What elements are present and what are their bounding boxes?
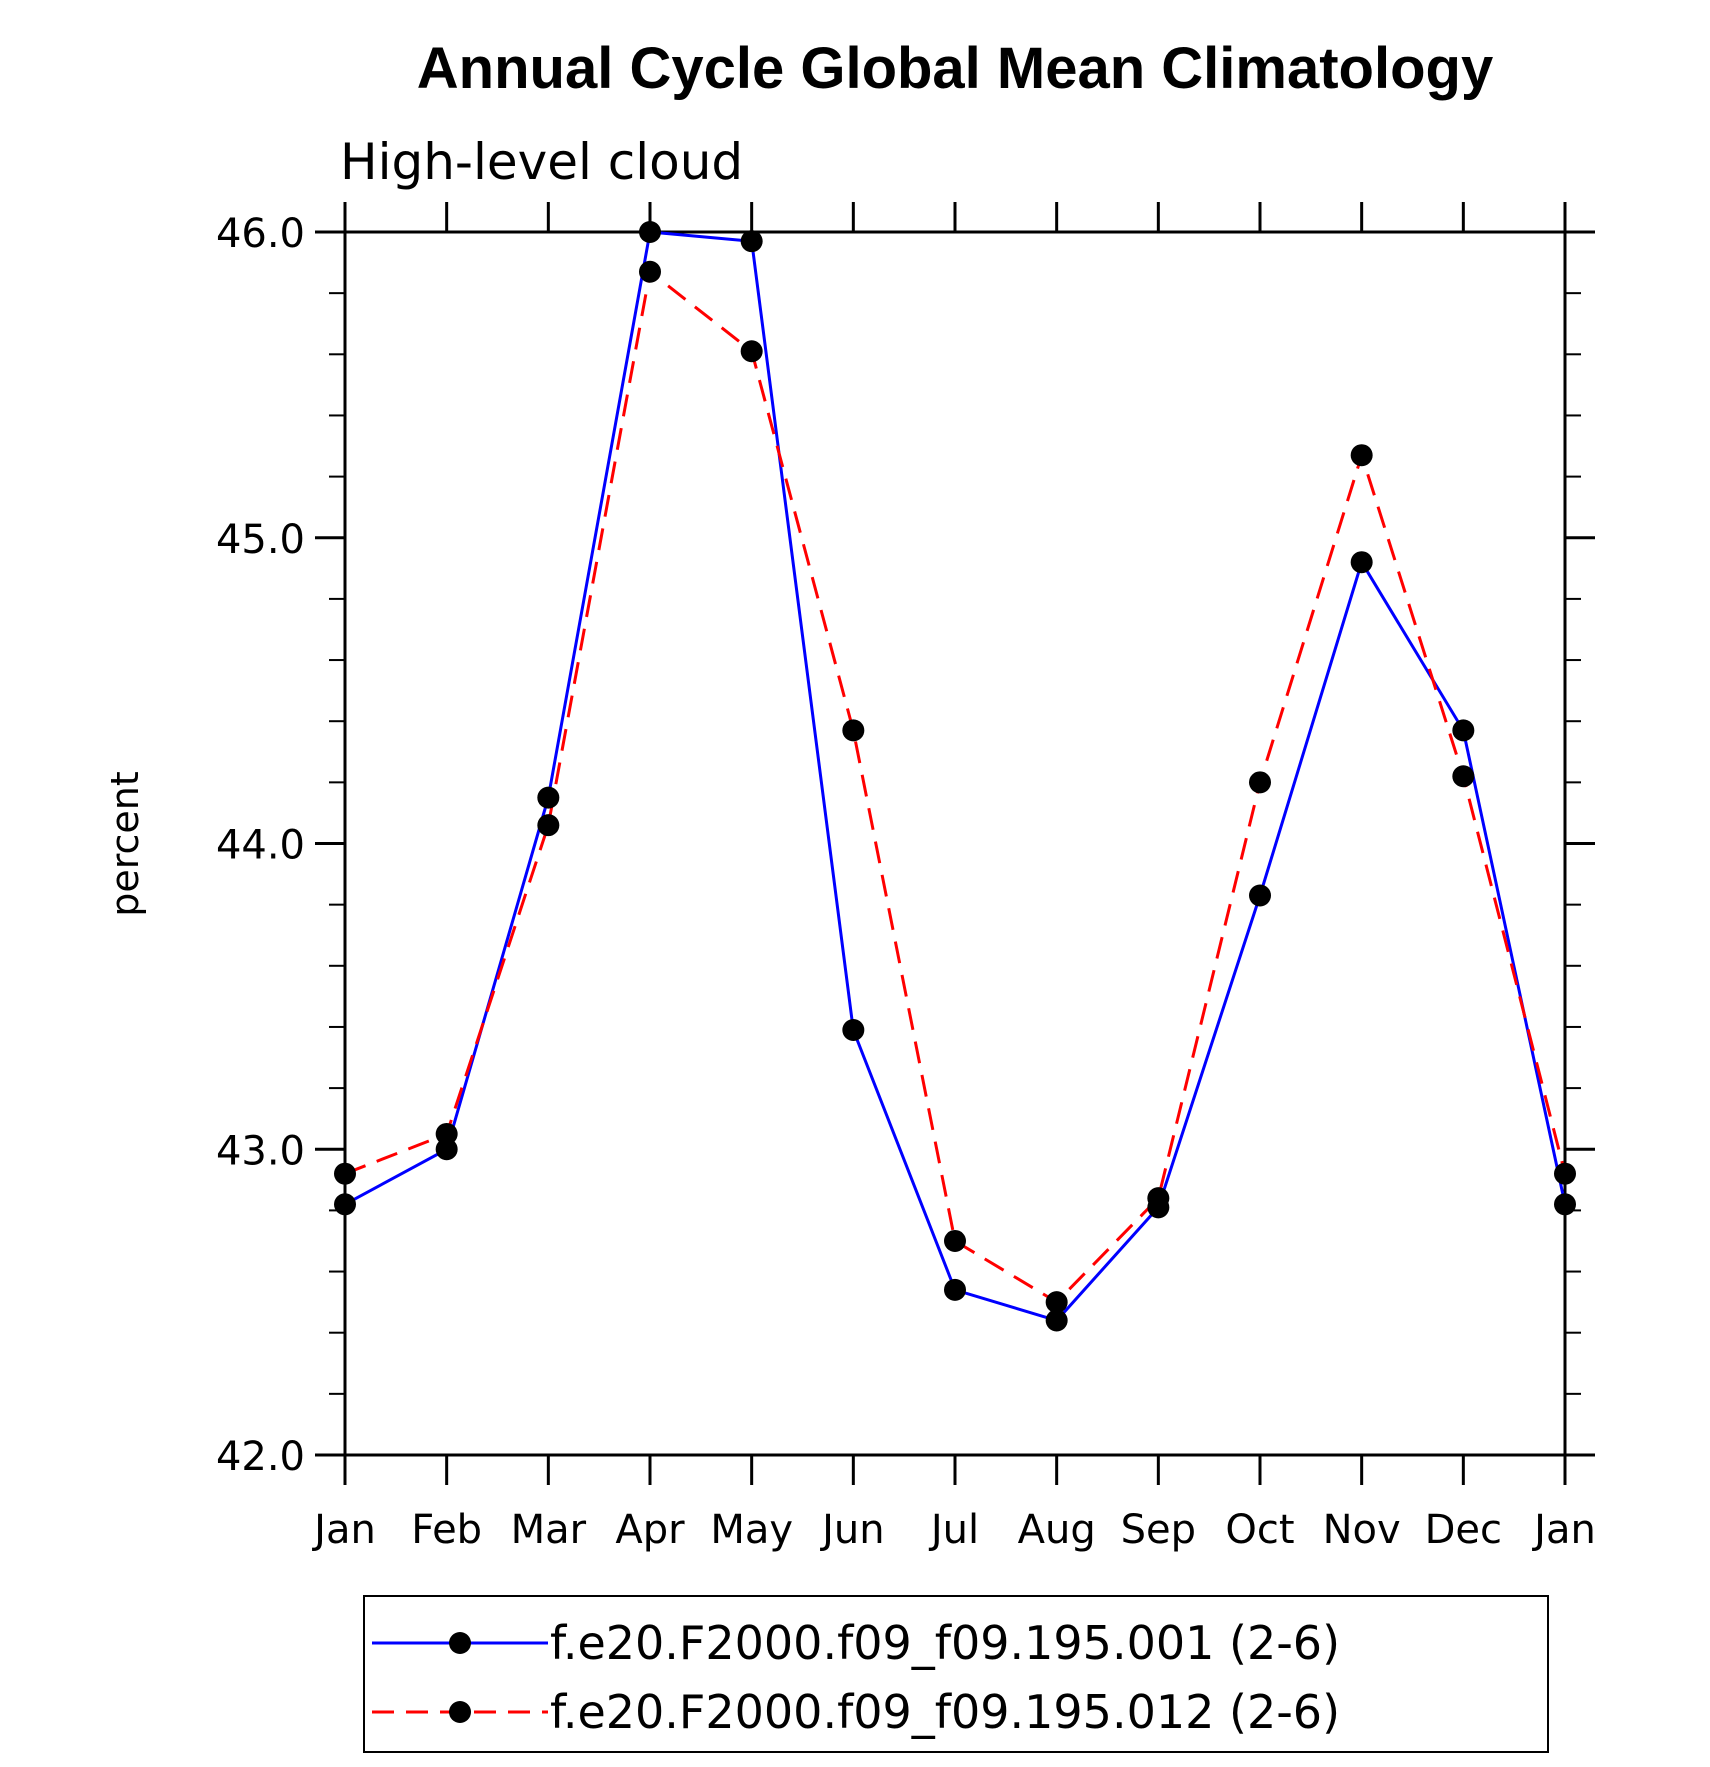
x-tick-label: Sep: [1121, 1507, 1196, 1553]
y-tick-label: 43.0: [216, 1128, 305, 1174]
legend-label-2: f.e20.F2000.f09_f09.195.012 (2-6): [550, 1685, 1340, 1739]
y-tick-label: 46.0: [216, 211, 305, 257]
y-tick-label: 44.0: [216, 823, 305, 869]
series-1-point: [1249, 884, 1271, 906]
series-2-point: [1452, 765, 1474, 787]
series-2-point: [537, 814, 559, 836]
x-tick-label: Jul: [928, 1507, 979, 1553]
plot-axes: JanFebMarAprMayJunJulAugSepOctNovDecJan4…: [216, 202, 1596, 1553]
x-tick-label: Dec: [1425, 1507, 1502, 1553]
series-line-2: [345, 272, 1565, 1302]
series-2-point: [436, 1123, 458, 1145]
x-tick-label: Oct: [1225, 1507, 1294, 1553]
legend-marker-2: [449, 1701, 471, 1723]
series-1-point: [537, 787, 559, 809]
x-tick-label: Mar: [511, 1507, 587, 1553]
chart-title: Annual Cycle Global Mean Climatology: [417, 36, 1493, 101]
series-1-point: [944, 1279, 966, 1301]
x-tick-label: May: [710, 1507, 793, 1553]
x-tick-label: Nov: [1323, 1507, 1401, 1553]
series-1-point: [1554, 1193, 1576, 1215]
series-2-point: [1351, 444, 1373, 466]
legend-marker-1: [449, 1632, 471, 1654]
series-1-point: [1351, 551, 1373, 573]
series-1-point: [741, 230, 763, 252]
chart-subtitle: High-level cloud: [340, 133, 743, 191]
x-tick-label: Apr: [615, 1507, 685, 1553]
plot-frame: [345, 232, 1565, 1455]
series-2-point: [1249, 771, 1271, 793]
series-2-point: [1046, 1291, 1068, 1313]
x-tick-label: Jun: [819, 1507, 885, 1553]
x-tick-label: Jan: [1531, 1507, 1596, 1553]
series-1-point: [334, 1193, 356, 1215]
y-tick-label: 42.0: [216, 1434, 305, 1480]
series-1-point: [639, 221, 661, 243]
x-tick-label: Feb: [411, 1507, 482, 1553]
x-tick-label: Jan: [311, 1507, 376, 1553]
legend: f.e20.F2000.f09_f09.195.001 (2-6) f.e20.F…: [364, 1596, 1548, 1752]
series-2-point: [842, 719, 864, 741]
x-tick-label: Aug: [1018, 1507, 1096, 1553]
series-1-point: [842, 1019, 864, 1041]
series-2-point: [1554, 1163, 1576, 1185]
series-line-1: [345, 232, 1565, 1321]
legend-label-1: f.e20.F2000.f09_f09.195.001 (2-6): [550, 1616, 1340, 1670]
series-2-point: [741, 340, 763, 362]
series-2-point: [334, 1163, 356, 1185]
y-tick-label: 45.0: [216, 517, 305, 563]
series-2-point: [639, 261, 661, 283]
series-layer: [334, 221, 1576, 1331]
series-2-point: [944, 1230, 966, 1252]
y-axis-label: percent: [103, 771, 147, 917]
series-1-point: [1452, 719, 1474, 741]
series-2-point: [1147, 1187, 1169, 1209]
